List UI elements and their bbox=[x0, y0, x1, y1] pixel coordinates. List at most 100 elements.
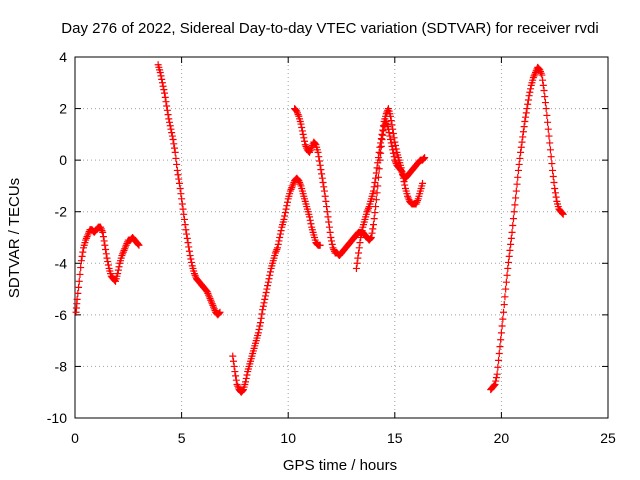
data-point bbox=[166, 122, 174, 130]
data-point bbox=[328, 237, 336, 245]
data-point bbox=[315, 153, 323, 161]
data-point bbox=[82, 236, 90, 244]
data-point bbox=[546, 146, 554, 154]
data-point bbox=[529, 74, 537, 82]
data-point bbox=[559, 209, 567, 217]
data-point bbox=[298, 123, 306, 131]
data-point bbox=[414, 197, 422, 205]
data-point bbox=[367, 234, 375, 242]
data-point bbox=[514, 166, 522, 174]
plot-frame bbox=[74, 56, 609, 419]
data-point bbox=[373, 164, 381, 172]
data-point bbox=[559, 210, 567, 218]
data-point bbox=[276, 230, 284, 238]
data-point bbox=[187, 255, 195, 263]
data-point bbox=[234, 382, 242, 390]
data-point bbox=[546, 139, 554, 147]
data-point bbox=[288, 182, 296, 190]
data-point bbox=[294, 111, 302, 119]
data-point bbox=[355, 244, 363, 252]
data-series bbox=[72, 61, 567, 396]
data-point bbox=[317, 166, 325, 174]
data-point bbox=[398, 167, 406, 175]
data-point bbox=[375, 148, 383, 156]
series-segment-3 bbox=[229, 174, 324, 396]
data-point bbox=[205, 291, 213, 299]
data-point bbox=[84, 231, 92, 239]
data-point bbox=[358, 227, 366, 235]
data-point bbox=[399, 174, 407, 182]
data-point bbox=[254, 329, 262, 337]
data-point bbox=[369, 221, 377, 229]
data-point bbox=[541, 93, 549, 101]
data-point bbox=[103, 254, 111, 262]
data-point bbox=[186, 252, 194, 260]
data-point bbox=[271, 249, 279, 257]
x-tick-label: 20 bbox=[494, 430, 510, 446]
data-point bbox=[389, 149, 397, 157]
data-point bbox=[372, 203, 380, 211]
data-point bbox=[524, 100, 532, 108]
data-point bbox=[185, 247, 193, 255]
data-point bbox=[215, 310, 223, 318]
data-point bbox=[207, 298, 215, 306]
data-point bbox=[389, 146, 397, 154]
data-point bbox=[258, 310, 266, 318]
data-point bbox=[182, 226, 190, 234]
y-tick-label: -8 bbox=[55, 358, 68, 374]
data-point bbox=[549, 166, 557, 174]
data-point bbox=[175, 179, 183, 187]
data-point bbox=[506, 246, 514, 254]
series-segment-4 bbox=[291, 105, 429, 260]
data-point bbox=[397, 164, 405, 172]
data-point bbox=[369, 187, 377, 195]
data-point bbox=[259, 306, 267, 314]
data-point bbox=[316, 241, 324, 249]
y-axis-label: SDTVAR / TECUs bbox=[6, 178, 23, 298]
data-point bbox=[73, 295, 81, 303]
data-point bbox=[176, 185, 184, 193]
data-point bbox=[260, 299, 268, 307]
data-point bbox=[387, 136, 395, 144]
data-point bbox=[184, 239, 192, 247]
data-point bbox=[207, 296, 215, 304]
data-point bbox=[274, 244, 282, 252]
data-point bbox=[261, 292, 269, 300]
data-point bbox=[548, 160, 556, 168]
data-point bbox=[242, 374, 250, 382]
data-point bbox=[121, 245, 129, 253]
data-point bbox=[413, 198, 421, 206]
data-point bbox=[392, 145, 400, 153]
data-point bbox=[497, 336, 505, 344]
data-point bbox=[296, 180, 304, 188]
data-point bbox=[374, 154, 382, 162]
data-point bbox=[513, 180, 521, 188]
data-point bbox=[180, 210, 188, 218]
data-point bbox=[540, 87, 548, 95]
data-point bbox=[293, 107, 301, 115]
data-point bbox=[174, 171, 182, 179]
data-point bbox=[372, 174, 380, 182]
data-point bbox=[420, 154, 428, 162]
data-point bbox=[547, 153, 555, 161]
axis-ticks bbox=[74, 56, 609, 419]
data-point bbox=[328, 240, 336, 248]
data-point bbox=[552, 193, 560, 201]
data-point bbox=[83, 233, 91, 241]
data-point bbox=[306, 148, 314, 156]
series-segment-5 bbox=[352, 105, 427, 272]
data-point bbox=[257, 314, 265, 322]
data-point bbox=[364, 206, 372, 214]
data-point bbox=[75, 277, 83, 285]
data-point bbox=[544, 118, 552, 126]
data-point bbox=[490, 381, 498, 389]
data-point bbox=[283, 198, 291, 206]
data-point bbox=[518, 138, 526, 146]
data-point bbox=[377, 139, 385, 147]
data-point bbox=[551, 189, 559, 197]
data-point bbox=[264, 282, 272, 290]
data-point bbox=[100, 237, 108, 245]
data-point bbox=[369, 225, 377, 233]
data-point bbox=[298, 127, 306, 135]
data-point bbox=[376, 143, 384, 151]
